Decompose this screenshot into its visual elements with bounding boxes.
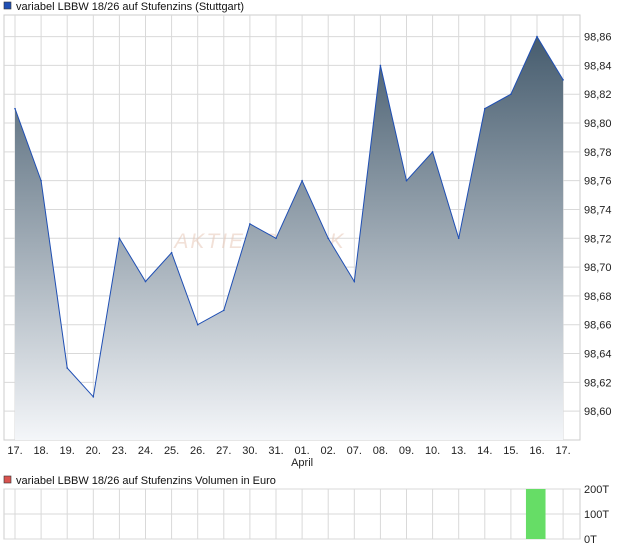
y-tick-label: 98,66 (584, 320, 612, 332)
price-point (353, 280, 356, 283)
price-point (40, 179, 42, 182)
y-tick-label: 98,72 (584, 233, 612, 245)
price-point (562, 79, 564, 81)
legend-price-label: variabel LBBW 18/26 auf Stufenzins (Stut… (16, 1, 244, 13)
price-point (431, 151, 434, 153)
x-tick-label: 24. (138, 445, 153, 457)
volume-y-axis: 0T 100T 200T (584, 484, 609, 546)
price-point (275, 237, 277, 240)
legend-volume-swatch (3, 475, 12, 484)
x-tick-label: 26. (190, 445, 205, 457)
x-tick-label: 01. (294, 445, 309, 457)
x-tick-label: 16. (529, 445, 544, 457)
price-point (66, 367, 68, 369)
price-point (484, 107, 486, 110)
y-tick-label: 98,86 (584, 32, 612, 44)
x-tick-label: 10. (425, 445, 440, 457)
x-tick-label: 18. (33, 445, 48, 457)
price-area (15, 36, 564, 440)
price-point (144, 280, 147, 283)
x-tick-label: 14. (477, 445, 492, 457)
x-tick-label: 27. (216, 445, 231, 457)
y-tick-label: 98,80 (584, 118, 612, 130)
x-tick-label: 23. (112, 445, 127, 457)
x-tick-label: 13. (451, 445, 466, 457)
y-tick-label: 98,70 (584, 262, 612, 274)
x-tick-label: 17. (555, 445, 570, 457)
x-tick-label: 08. (373, 445, 388, 457)
price-points (14, 35, 564, 398)
x-tick-label: 25. (164, 445, 179, 457)
price-point (170, 251, 173, 254)
legend-volume-label: variabel LBBW 18/26 auf Stufenzins Volum… (16, 475, 276, 487)
price-point (196, 323, 199, 326)
x-tick-label: 15. (503, 445, 518, 457)
price-line (14, 35, 564, 398)
price-point (301, 179, 303, 182)
price-point (457, 237, 460, 240)
x-tick-label: 19. (60, 445, 75, 457)
price-point (249, 223, 251, 225)
price-point (223, 309, 225, 312)
y-tick-label: 98,68 (584, 291, 612, 303)
y-tick-label: 98,64 (584, 349, 612, 361)
y-tick-label: 98,62 (584, 377, 612, 389)
y-tick-label: 98,82 (584, 89, 612, 101)
volume-bar (525, 489, 546, 539)
x-tick-label: 07. (347, 445, 362, 457)
legend-price-swatch (3, 1, 12, 10)
volume-y-tick-label: 200T (584, 484, 609, 496)
price-point (379, 64, 382, 67)
price-point (536, 35, 538, 38)
y-tick-label: 98,84 (584, 60, 612, 72)
x-tick-label: 30. (242, 445, 257, 457)
x-tick-label: 02. (321, 445, 336, 457)
x-tick-label: 17. (7, 445, 22, 457)
price-point (92, 395, 95, 398)
volume-bars (525, 489, 546, 539)
price-point (14, 107, 16, 110)
month-label: April (291, 457, 313, 469)
y-tick-label: 98,78 (584, 147, 612, 159)
x-tick-label: 20. (86, 445, 101, 457)
volume-y-tick-label: 100T (584, 509, 609, 521)
price-point (118, 237, 121, 240)
price-x-axis: 17. 18. 19. 20. 23. 24. 25. 26. 27. 30. 31. 01. 02. 0… (7, 445, 570, 457)
x-tick-label: 09. (399, 445, 414, 457)
volume-grid (4, 488, 580, 540)
y-tick-label: 98,60 (584, 406, 612, 418)
volume-y-tick-label: 0T (584, 534, 597, 546)
price-point (327, 237, 330, 240)
x-tick-label: 31. (268, 445, 283, 457)
price-point (405, 179, 408, 182)
price-y-axis: 98,60 98,62 98,64 98,66 98,68 98,70 98,72 98,74… (584, 32, 612, 419)
y-tick-label: 98,74 (584, 204, 612, 216)
price-point (510, 93, 512, 96)
y-tick-label: 98,76 (584, 176, 612, 188)
